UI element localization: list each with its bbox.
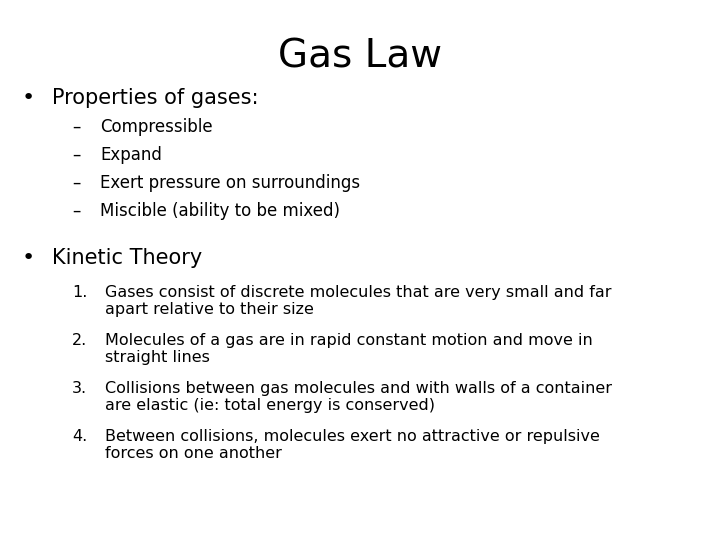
Text: •: • (22, 88, 35, 108)
Text: 4.: 4. (72, 429, 87, 444)
Text: –: – (72, 146, 81, 164)
Text: 1.: 1. (72, 285, 87, 300)
Text: Miscible (ability to be mixed): Miscible (ability to be mixed) (100, 202, 340, 220)
Text: •: • (22, 248, 35, 268)
Text: Molecules of a gas are in rapid constant motion and move in
straight lines: Molecules of a gas are in rapid constant… (105, 333, 593, 366)
Text: Gas Law: Gas Law (278, 38, 442, 76)
Text: Gases consist of discrete molecules that are very small and far
apart relative t: Gases consist of discrete molecules that… (105, 285, 611, 318)
Text: –: – (72, 202, 81, 220)
Text: Collisions between gas molecules and with walls of a container
are elastic (ie: : Collisions between gas molecules and wit… (105, 381, 612, 414)
Text: Expand: Expand (100, 146, 162, 164)
Text: Exert pressure on surroundings: Exert pressure on surroundings (100, 174, 360, 192)
Text: Compressible: Compressible (100, 118, 212, 136)
Text: –: – (72, 118, 81, 136)
Text: Kinetic Theory: Kinetic Theory (52, 248, 202, 268)
Text: 2.: 2. (72, 333, 87, 348)
Text: –: – (72, 174, 81, 192)
Text: Between collisions, molecules exert no attractive or repulsive
forces on one ano: Between collisions, molecules exert no a… (105, 429, 600, 461)
Text: Properties of gases:: Properties of gases: (52, 88, 258, 108)
Text: 3.: 3. (72, 381, 87, 396)
